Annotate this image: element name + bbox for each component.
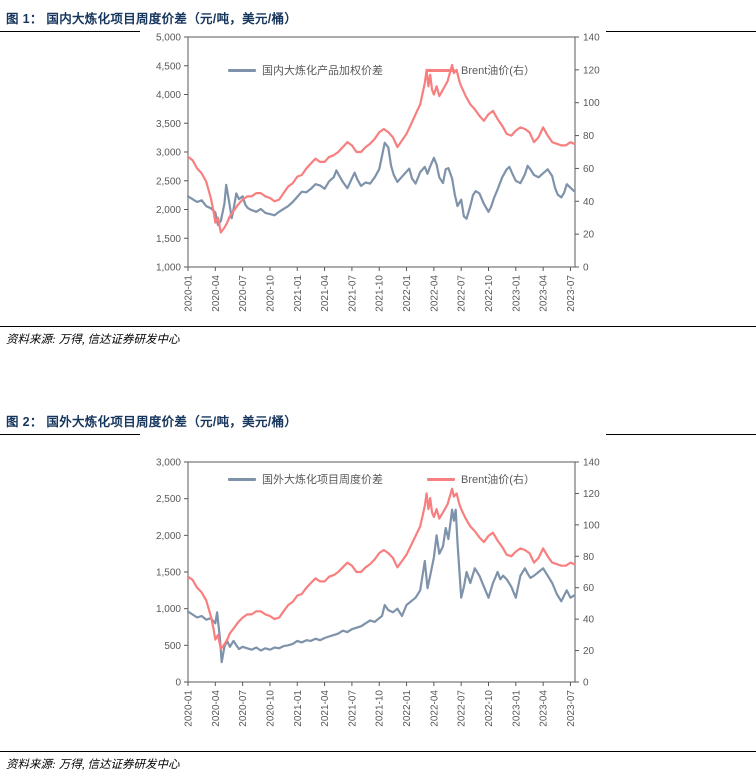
right-axis-tick-label: 140 <box>583 33 600 44</box>
figure-1-chart-area: 1,000 1,500 2,000 2,500 3,000 3,500 4,000 4,500… <box>140 31 606 320</box>
left-axis-tick-label: 5,000 <box>156 33 181 44</box>
left-axis-tick-label: 500 <box>164 641 181 652</box>
left-axis-tick-label: 2,500 <box>156 176 181 187</box>
series-line-brent <box>186 487 576 651</box>
right-axis-tick-label: 120 <box>583 489 600 500</box>
x-axis-tick-label: 2022-01 <box>402 690 413 727</box>
right-axis-tick-label: 20 <box>583 230 595 241</box>
right-axis-tick-label: 140 <box>583 458 600 469</box>
left-axis-tick-label: 2,000 <box>156 531 181 542</box>
right-axis-tick-label: 0 <box>583 678 589 689</box>
legend-label-brent: Brent油价(右） <box>461 65 535 77</box>
legend-label-spread: 国内大炼化产品加权价差 <box>262 65 384 77</box>
figure-2-chart-area: 0 500 1,000 1,500 2,000 2,500 3,000 0 20 40 60 80 10… <box>140 434 606 734</box>
figure-1: 图 1： 国内大炼化项目周度价差（元/吨，美元/桶） 1,000 1,500 2,0… <box>0 4 756 353</box>
series-line-spread <box>186 141 576 227</box>
x-axis-tick-label: 2021-10 <box>375 275 386 312</box>
right-axis-tick-label: 80 <box>583 131 595 142</box>
x-axis-tick-label: 2022-01 <box>402 275 413 312</box>
left-axis-tick-label: 2,500 <box>156 494 181 505</box>
right-axis-tick-label: 40 <box>583 615 595 626</box>
figure-2-line-chart: 0 500 1,000 1,500 2,000 2,500 3,000 0 20 40 60 80 10… <box>156 458 600 727</box>
x-axis-tick-label: 2020-04 <box>211 690 222 727</box>
legend-swatch-spread-line <box>228 68 257 72</box>
legend-item-brent: Brent油价(右） <box>427 471 535 487</box>
x-axis-tick-label: 2022-07 <box>457 690 468 727</box>
right-axis-tick-label: 20 <box>583 646 595 657</box>
right-axis-tick-label: 60 <box>583 164 595 175</box>
x-axis-tick-label: 2021-07 <box>347 275 358 312</box>
right-axis-tick-label: 100 <box>583 520 600 531</box>
legend-item-brent: Brent油价(右） <box>427 62 535 78</box>
left-axis-tick-label: 3,000 <box>156 148 181 159</box>
series-line-spread <box>186 508 576 664</box>
x-axis-tick-label: 2020-10 <box>265 275 276 312</box>
left-axis-tick-label: 0 <box>175 678 181 689</box>
figure-2-legend: 国外大炼化项目周度价差 Brent油价(右） <box>188 471 575 487</box>
x-axis-tick-label: 2023-04 <box>539 275 550 312</box>
series-line-brent <box>186 63 576 234</box>
figure-1-legend: 国内大炼化产品加权价差 Brent油价(右） <box>188 62 575 78</box>
right-axis-tick-label: 60 <box>583 583 595 594</box>
source-text: 资料来源: 万得, 信达证券研发中心 <box>6 759 180 771</box>
x-axis-tick-label: 2020-01 <box>184 275 195 312</box>
figure-1-title: 图 1： 国内大炼化项目周度价差（元/吨，美元/桶） <box>0 4 756 32</box>
x-axis-tick-label: 2023-01 <box>511 275 522 312</box>
left-axis-tick-label: 1,500 <box>156 234 181 245</box>
x-axis-tick-label: 2022-07 <box>457 275 468 312</box>
right-axis-tick-label: 40 <box>583 197 595 208</box>
left-axis-tick-label: 4,500 <box>156 61 181 72</box>
legend-item-domestic-spread: 国内大炼化产品加权价差 <box>228 62 383 78</box>
left-axis-tick-label: 3,000 <box>156 458 181 469</box>
legend-swatch-brent-line <box>427 68 456 72</box>
source-text: 资料来源: 万得, 信达证券研发中心 <box>6 334 180 346</box>
left-axis-tick-label: 1,000 <box>156 604 181 615</box>
legend-swatch-spread-line <box>228 477 257 481</box>
x-axis-tick-label: 2021-10 <box>375 690 386 727</box>
x-axis-tick-label: 2021-04 <box>320 275 331 312</box>
x-axis-tick-label: 2021-01 <box>293 690 304 727</box>
figure-1-line-chart: 1,000 1,500 2,000 2,500 3,000 3,500 4,000 4,500… <box>156 33 600 312</box>
x-axis-tick-label: 2020-04 <box>211 275 222 312</box>
left-axis-tick-label: 1,500 <box>156 568 181 579</box>
x-axis-tick-label: 2020-07 <box>238 690 249 727</box>
x-axis-tick-label: 2022-04 <box>429 690 440 727</box>
x-axis-tick-label: 2022-04 <box>429 275 440 312</box>
x-axis-tick-label: 2021-01 <box>293 275 304 312</box>
figure-2: 图 2： 国外大炼化项目周度价差（元/吨，美元/桶） 0 500 1,000 1,50… <box>0 407 756 778</box>
right-axis-tick-label: 0 <box>583 263 589 274</box>
x-axis-tick-label: 2021-07 <box>347 690 358 727</box>
figure-2-title: 图 2： 国外大炼化项目周度价差（元/吨，美元/桶） <box>0 407 756 435</box>
x-axis-tick-label: 2023-07 <box>566 690 577 727</box>
legend-label-brent: Brent油价(右） <box>461 474 535 486</box>
x-axis-tick-label: 2021-04 <box>320 690 331 727</box>
right-axis-tick-label: 120 <box>583 65 600 76</box>
x-axis-tick-label: 2022-10 <box>484 275 495 312</box>
right-axis-tick-label: 80 <box>583 552 595 563</box>
legend-label-spread: 国外大炼化项目周度价差 <box>262 474 384 486</box>
left-axis-tick-label: 2,000 <box>156 205 181 216</box>
legend-item-overseas-spread: 国外大炼化项目周度价差 <box>228 471 383 487</box>
x-axis-tick-label: 2020-07 <box>238 275 249 312</box>
figure-2-source-note: 资料来源: 万得, 信达证券研发中心 <box>0 751 756 778</box>
x-axis-tick-label: 2023-07 <box>566 275 577 312</box>
x-axis-tick-label: 2020-01 <box>184 690 195 727</box>
left-axis-tick-label: 4,000 <box>156 90 181 101</box>
x-axis-tick-label: 2023-04 <box>539 690 550 727</box>
x-axis-tick-label: 2022-10 <box>484 690 495 727</box>
x-axis-tick-label: 2023-01 <box>511 690 522 727</box>
x-axis-tick-label: 2020-10 <box>265 690 276 727</box>
figure-1-source-note: 资料来源: 万得, 信达证券研发中心 <box>0 326 756 353</box>
legend-swatch-brent-line <box>427 477 456 481</box>
right-axis-tick-label: 100 <box>583 98 600 109</box>
left-axis-tick-label: 3,500 <box>156 119 181 130</box>
left-axis-tick-label: 1,000 <box>156 263 181 274</box>
